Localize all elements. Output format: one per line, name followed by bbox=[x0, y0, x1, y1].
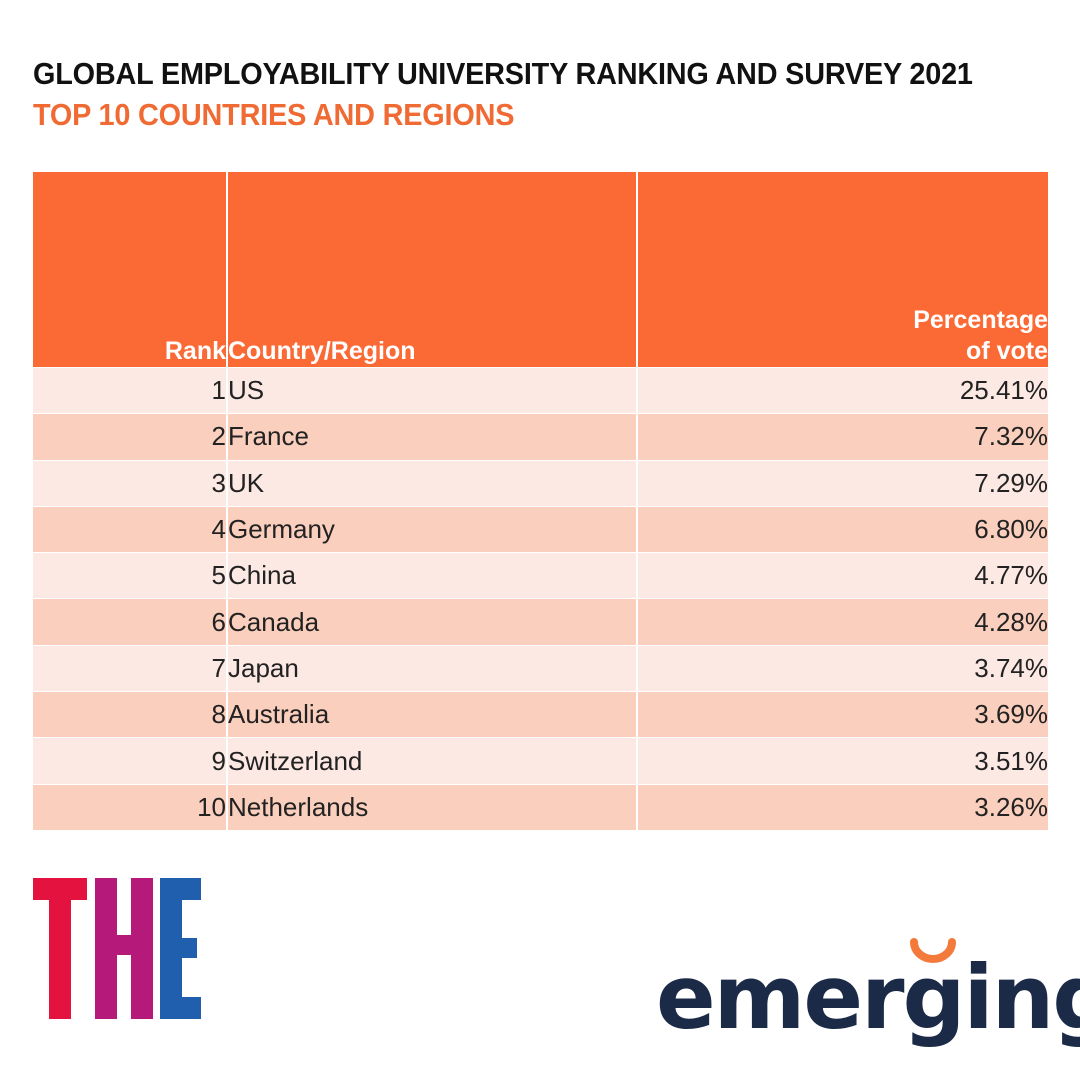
percentage-cell: 25.41% bbox=[637, 366, 1048, 415]
country-cell: Canada bbox=[227, 598, 638, 646]
rank-cell: 3 bbox=[33, 459, 228, 507]
percentage-cell: 7.29% bbox=[637, 459, 1048, 507]
column-header-percentage-line2: of vote bbox=[966, 337, 1048, 365]
table-header-row: Rank Country/Region Percentage of vote bbox=[33, 172, 1048, 368]
country-cell: Germany bbox=[227, 505, 638, 554]
percentage-cell: 6.80% bbox=[637, 505, 1048, 554]
country-cell: Japan bbox=[227, 644, 638, 693]
table-row: 3 UK 7.29% bbox=[33, 459, 1048, 507]
table-row: 5 China 4.77% bbox=[33, 552, 1048, 600]
percentage-cell: 4.77% bbox=[637, 552, 1048, 600]
percentage-cell: 3.69% bbox=[637, 691, 1048, 739]
column-header-percentage-line1: Percentage bbox=[913, 306, 1048, 334]
rank-cell: 5 bbox=[33, 552, 228, 600]
percentage-cell: 7.32% bbox=[637, 413, 1048, 461]
table-row: 8 Australia 3.69% bbox=[33, 691, 1048, 739]
table-row: 1 US 25.41% bbox=[33, 366, 1048, 415]
table-row: 4 Germany 6.80% bbox=[33, 505, 1048, 554]
table-row: 10 Netherlands 3.26% bbox=[33, 783, 1048, 831]
rank-cell: 4 bbox=[33, 505, 228, 554]
rank-cell: 8 bbox=[33, 691, 228, 739]
country-cell: Switzerland bbox=[227, 737, 638, 785]
percentage-cell: 3.74% bbox=[637, 644, 1048, 693]
column-header-rank: Rank bbox=[33, 172, 228, 368]
smile-arc-icon bbox=[910, 938, 956, 963]
table-row: 2 France 7.32% bbox=[33, 413, 1048, 461]
percentage-cell: 4.28% bbox=[637, 598, 1048, 646]
table-row: 6 Canada 4.28% bbox=[33, 598, 1048, 646]
column-header-percentage: Percentage of vote bbox=[637, 172, 1048, 368]
country-cell: US bbox=[227, 366, 638, 415]
ranking-table: Rank Country/Region Percentage of vote 1… bbox=[33, 172, 1048, 831]
table-row: 7 Japan 3.74% bbox=[33, 644, 1048, 693]
rank-cell: 9 bbox=[33, 737, 228, 785]
percentage-cell: 3.26% bbox=[637, 783, 1048, 831]
the-logo-mark bbox=[33, 878, 201, 1019]
chart-title: GLOBAL EMPLOYABILITY UNIVERSITY RANKING … bbox=[33, 56, 973, 91]
table-row: 9 Switzerland 3.51% bbox=[33, 737, 1048, 785]
emerging-logo: emerging bbox=[656, 930, 1080, 1042]
rank-cell: 7 bbox=[33, 644, 228, 693]
emerging-wordmark: emerging bbox=[656, 946, 1080, 1049]
rank-cell: 10 bbox=[33, 783, 228, 831]
country-cell: China bbox=[227, 552, 638, 600]
country-cell: Australia bbox=[227, 691, 638, 739]
rank-cell: 1 bbox=[33, 366, 228, 415]
country-cell: Netherlands bbox=[227, 783, 638, 831]
chart-subtitle: TOP 10 COUNTRIES AND REGIONS bbox=[33, 97, 515, 132]
country-cell: UK bbox=[227, 459, 638, 507]
rank-cell: 6 bbox=[33, 598, 228, 646]
country-cell: France bbox=[227, 413, 638, 461]
table-body: 1 US 25.41% 2 France 7.32% 3 UK 7.29% 4 Germany 6.8… bbox=[33, 366, 1048, 831]
the-logo bbox=[33, 872, 203, 1022]
percentage-cell: 3.51% bbox=[637, 737, 1048, 785]
rank-cell: 2 bbox=[33, 413, 228, 461]
column-header-country: Country/Region bbox=[227, 172, 638, 368]
